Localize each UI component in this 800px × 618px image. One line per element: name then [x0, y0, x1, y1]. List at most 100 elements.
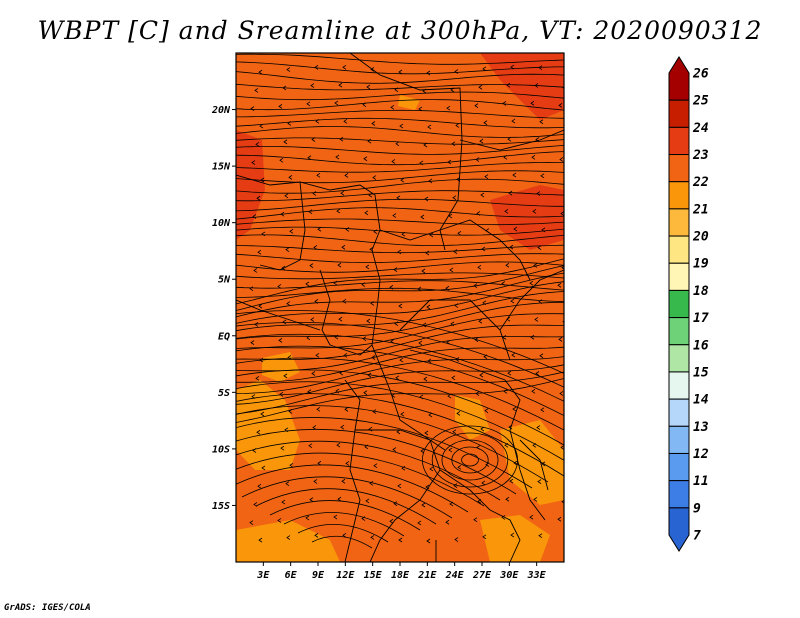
streamline-arrow [420, 448, 425, 454]
streamline-arrow [427, 124, 432, 130]
streamline-arrow [363, 390, 368, 396]
lon-tick-label: 24E [445, 570, 465, 581]
streamline-arrow [284, 427, 289, 433]
streamline-arrow [393, 267, 398, 272]
streamline-arrow [370, 535, 375, 540]
streamline-arrow [336, 442, 341, 448]
streamline-arrow [541, 227, 546, 233]
streamline-arrow [342, 298, 347, 304]
streamline-arrow [510, 298, 515, 304]
lon-tick-label: 3E [256, 570, 270, 581]
streamline-arrow [457, 230, 462, 236]
streamline [236, 71, 564, 84]
streamline-arrow [250, 340, 255, 345]
streamline-arrow [562, 86, 564, 89]
streamline-arrow [256, 195, 261, 201]
colorbar-label: 24 [692, 121, 709, 136]
streamline-arrow [454, 303, 459, 308]
streamline-arrow [340, 190, 345, 196]
streamline-eddy [451, 446, 489, 474]
streamline [236, 253, 564, 264]
streamline-arrow [502, 101, 507, 106]
streamline-arrow [370, 67, 375, 72]
streamline-eddy [421, 425, 518, 495]
streamline-arrow [280, 211, 285, 217]
streamline-arrow [289, 228, 294, 234]
streamline-arrow [280, 445, 285, 451]
streamline-arrow [538, 299, 543, 305]
streamline-arrow [394, 87, 399, 93]
streamline [236, 91, 564, 101]
streamline-arrow [391, 159, 396, 164]
streamline-arrow [426, 304, 431, 310]
streamline-arrow [561, 265, 564, 270]
streamline-arrow [398, 69, 403, 75]
streamline [236, 244, 564, 254]
streamline-arrow [287, 121, 292, 126]
streamline-arrow [427, 358, 432, 364]
streamline-arrow [368, 192, 373, 198]
streamline-arrow [342, 532, 347, 538]
streamline-arrow [312, 191, 317, 196]
streamline-arrow [281, 265, 286, 271]
streamline-arrow [479, 372, 484, 378]
streamline-arrow [338, 316, 343, 322]
colorbar-swatch [668, 425, 690, 454]
lat-tick-label: 5N [218, 275, 231, 286]
streamline-arrow [567, 302, 570, 306]
streamline-arrow [533, 263, 538, 268]
streamline-arrow [400, 411, 405, 417]
streamline-arrow [540, 173, 545, 179]
streamline-arrow [508, 424, 513, 430]
streamline-arrow [449, 501, 454, 507]
streamline [236, 333, 564, 402]
streamline [236, 417, 533, 489]
streamline-arrow [373, 229, 378, 235]
streamline-arrow [394, 321, 399, 327]
lat-tick-label: 15N [212, 162, 231, 173]
streamline-arrow [422, 88, 427, 94]
streamline-arrow [258, 69, 263, 75]
longitude-axis: 3E 6E 9E 12E 15E 18E 21E 24E 27E 30E 33E [256, 562, 547, 581]
streamline-arrow [306, 101, 311, 107]
colorbar-label: 11 [693, 474, 709, 489]
streamline-arrow [340, 424, 345, 430]
streamline-arrow [504, 442, 509, 448]
streamline [241, 476, 453, 519]
streamline-arrow [537, 479, 542, 484]
streamline-arrow [425, 484, 430, 490]
streamline-arrow [369, 480, 374, 486]
streamline-arrow [536, 425, 541, 430]
streamline-arrow [539, 119, 544, 125]
streamline-arrow [567, 68, 570, 72]
streamline-arrow [311, 371, 316, 376]
streamline-arrow [311, 137, 316, 142]
streamline-arrow [362, 102, 367, 107]
streamline-arrow [333, 280, 338, 286]
colorbar-label: 7 [693, 529, 701, 544]
streamline-arrow [288, 175, 293, 180]
streamline-arrow [449, 267, 454, 273]
streamline-arrow [446, 105, 451, 111]
streamline-arrow [363, 156, 368, 162]
streamline-arrow [285, 247, 290, 253]
streamline-arrow [455, 123, 460, 128]
streamline-arrow [254, 322, 259, 327]
streamline-arrow [279, 157, 284, 163]
streamline-arrow [285, 481, 290, 487]
streamline-arrow [503, 155, 508, 160]
streamline-arrow [428, 178, 433, 184]
streamline-arrow [307, 389, 312, 395]
streamline-arrow [366, 318, 371, 324]
streamline-arrow [337, 262, 342, 268]
streamline-arrow [343, 118, 348, 124]
streamline-arrow [369, 246, 374, 252]
streamline-arrow [450, 87, 455, 93]
streamline-arrow [509, 244, 514, 250]
lon-tick-label: 12E [336, 570, 355, 581]
streamline-eddy [441, 439, 499, 481]
streamline-arrow [398, 303, 403, 309]
streamline-arrow [315, 352, 320, 358]
colorbar-swatch [668, 289, 690, 319]
streamline-arrow [473, 283, 478, 289]
